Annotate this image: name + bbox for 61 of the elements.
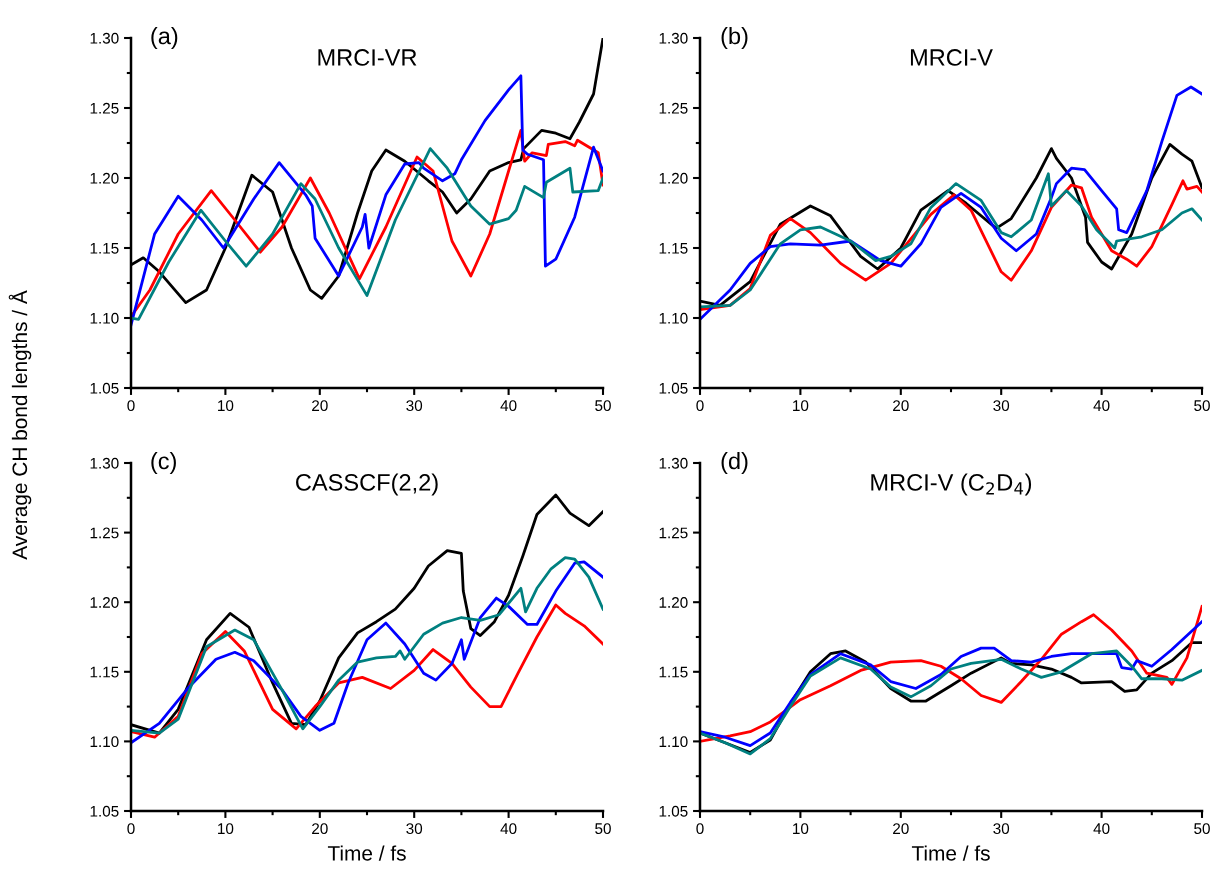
y-tick-label: 1.25 bbox=[90, 527, 119, 539]
x-tick-label: 40 bbox=[500, 823, 517, 835]
y-tick-label: 1.10 bbox=[90, 312, 119, 324]
x-tick-label: 40 bbox=[1093, 823, 1110, 835]
y-tick-label: 1.20 bbox=[659, 172, 688, 184]
x-tick-label: 40 bbox=[1093, 400, 1110, 412]
x-tick-label: 10 bbox=[793, 400, 809, 412]
x-tick-label: 20 bbox=[893, 823, 909, 835]
y-tick-label: 1.10 bbox=[659, 736, 688, 748]
x-tick-label: 20 bbox=[893, 400, 909, 412]
x-tick-label: 0 bbox=[696, 400, 704, 412]
x-tick-label: 0 bbox=[696, 823, 704, 835]
chart-title: MRCI-V bbox=[910, 49, 993, 66]
y-tick-label: 1.10 bbox=[659, 312, 688, 324]
y-tick-label: 1.10 bbox=[90, 736, 119, 748]
x-tick-label: 50 bbox=[595, 400, 611, 412]
line-series bbox=[131, 74, 603, 327]
x-tick-label: 40 bbox=[500, 400, 517, 412]
y-tick-label: 1.05 bbox=[90, 805, 119, 817]
y-tick-label: 1.30 bbox=[90, 32, 119, 44]
y-tick-label: 1.15 bbox=[659, 243, 688, 254]
x-tick-label: 30 bbox=[406, 823, 423, 835]
y-tick-label: 1.20 bbox=[90, 172, 119, 184]
y-tick-label: 1.05 bbox=[659, 382, 688, 394]
x-tick-label: 50 bbox=[1194, 823, 1210, 835]
y-tick-label: 1.05 bbox=[659, 805, 688, 817]
annotation: (b) bbox=[721, 27, 748, 49]
chart-title: CASSCF(2,2) bbox=[296, 473, 438, 496]
chart-title: MRCI-VR bbox=[318, 49, 417, 66]
y-tick-label: 1.25 bbox=[659, 527, 688, 539]
x-tick-label: 30 bbox=[993, 823, 1010, 835]
x-tick-label: 10 bbox=[218, 400, 234, 412]
y-tick-label: 1.30 bbox=[659, 32, 688, 44]
annotation: (c) bbox=[151, 451, 176, 474]
x-axis-title: Time / fs bbox=[911, 845, 990, 861]
x-tick-label: 20 bbox=[312, 823, 328, 835]
y-tick-label: 1.25 bbox=[90, 102, 119, 114]
line-series bbox=[700, 85, 1202, 321]
y-tick-label: 1.25 bbox=[659, 102, 688, 114]
y-tick-label: 1.30 bbox=[659, 457, 688, 469]
y-tick-label: 1.30 bbox=[90, 457, 119, 469]
annotation: (d) bbox=[721, 451, 748, 474]
y-tick-label: 1.15 bbox=[90, 243, 119, 254]
x-tick-label: 30 bbox=[993, 400, 1010, 412]
annotation: (a) bbox=[151, 27, 178, 49]
x-tick-label: 0 bbox=[127, 400, 135, 412]
y-tick-label: 1.15 bbox=[659, 666, 688, 678]
y-tick-label: 1.05 bbox=[90, 382, 119, 394]
x-tick-label: 50 bbox=[1194, 400, 1210, 412]
y-tick-label: 1.15 bbox=[90, 666, 119, 678]
x-tick-label: 0 bbox=[127, 823, 135, 835]
x-tick-label: 50 bbox=[595, 823, 611, 835]
y-axis-title: Average CH bond lengths / Å bbox=[8, 290, 32, 560]
x-tick-label: 10 bbox=[793, 823, 809, 835]
x-tick-label: 30 bbox=[406, 400, 423, 412]
x-tick-label: 20 bbox=[312, 400, 328, 412]
x-axis-title: Time / fs bbox=[327, 845, 406, 861]
x-tick-label: 10 bbox=[218, 823, 234, 835]
y-tick-label: 1.20 bbox=[659, 597, 688, 608]
y-tick-label: 1.20 bbox=[90, 597, 119, 608]
chart-title: MRCI-V (C$_{2}$D$_{4}$) bbox=[871, 473, 1032, 496]
